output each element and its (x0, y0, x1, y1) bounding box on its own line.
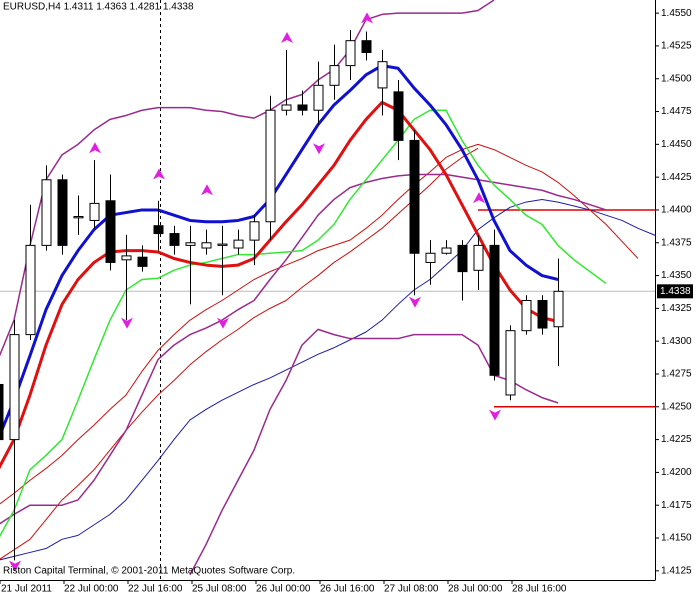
y-tick-label: 1.4225 (661, 434, 692, 445)
candle-body (89, 202, 100, 221)
candle-body (105, 200, 116, 263)
y-tick-label: 1.4450 (661, 139, 692, 150)
candle-body (9, 334, 20, 441)
y-tick-label: 1.4425 (661, 172, 692, 183)
candle-body (201, 242, 212, 249)
indicator-line (189, 328, 559, 576)
x-tick-label: 22 Jul 16:00 (128, 584, 183, 595)
fractal-down (313, 143, 325, 155)
x-tick-label: 25 Jul 08:00 (192, 584, 247, 595)
candle-body (57, 179, 68, 246)
indicator-line (0, 143, 639, 505)
fractal-up (281, 32, 293, 44)
last-price-box (657, 284, 693, 299)
y-tick-label: 1.4175 (661, 500, 692, 511)
indicator-line (0, 0, 495, 357)
candle-body (153, 225, 164, 235)
candle-body (553, 290, 564, 328)
x-tick-label: 28 Jul 00:00 (448, 584, 503, 595)
y-tick-label: 1.4200 (661, 467, 692, 478)
indicator-line (0, 198, 655, 561)
y-tick-label: 1.4275 (661, 369, 692, 380)
plot-area (0, 0, 655, 576)
candle-body (265, 109, 276, 223)
candle-body (473, 244, 484, 271)
y-tick-label: 1.4150 (661, 533, 692, 544)
copyright: Riston Capital Terminal, © 2001-2011 Met… (3, 566, 295, 577)
candle-body (425, 252, 436, 263)
x-tick-label: 22 Jul 00:00 (64, 584, 119, 595)
y-tick-label: 1.4375 (661, 237, 692, 248)
y-tick-label: 1.4250 (661, 401, 692, 412)
fractal-down (121, 317, 133, 329)
candle-body (489, 244, 500, 376)
candle-body (137, 256, 148, 267)
fractal-down (409, 296, 421, 308)
y-tick-label: 1.4325 (661, 303, 692, 314)
fractal-up (89, 142, 101, 154)
candle-body (297, 104, 308, 111)
fractal-up (361, 12, 373, 24)
indicator-line (0, 147, 479, 560)
y-tick-label: 1.4125 (661, 565, 692, 576)
candle-body (73, 216, 84, 219)
x-tick-label: 27 Jul 08:00 (384, 584, 439, 595)
last-price-label: 1.4338 (660, 286, 691, 297)
x-tick-label: 21 Jul 2011 (1, 584, 52, 595)
fractal-down (9, 560, 21, 572)
indicator-line (0, 109, 607, 538)
candle-body (0, 383, 4, 441)
chart-title: EURUSD,H4 1.4311 1.4363 1.4281 1.4338 (3, 2, 194, 13)
candle-body (41, 179, 52, 246)
fractal-down (489, 409, 501, 421)
candle-body (233, 239, 244, 249)
candle-body (457, 244, 468, 273)
candle-body (537, 299, 548, 329)
y-tick-label: 1.4500 (661, 73, 692, 84)
y-tick-label: 1.4475 (661, 106, 692, 117)
indicator-line (0, 173, 607, 525)
candle-body (25, 244, 36, 336)
indicator-line (0, 64, 559, 439)
fractal-up (153, 168, 165, 180)
x-tick-label: 26 Jul 00:00 (256, 584, 311, 595)
y-tick-label: 1.4400 (661, 205, 692, 216)
fractal-down (217, 317, 229, 329)
candle-body (169, 233, 180, 246)
candle-body (329, 65, 340, 86)
candle-body (521, 299, 532, 332)
indicator-line (0, 100, 559, 470)
y-tick-label: 1.4550 (661, 8, 692, 19)
y-tick-label: 1.4300 (661, 336, 692, 347)
candle-body (281, 104, 292, 111)
x-tick-label: 26 Jul 16:00 (320, 584, 375, 595)
candle-body (121, 255, 132, 261)
candle-body (409, 139, 420, 254)
candle-body (393, 91, 404, 141)
fractal-up (201, 184, 213, 196)
candle-body (377, 61, 388, 89)
fractal-up (473, 192, 485, 204)
candle-body (185, 242, 196, 246)
x-tick-label: 28 Jul 16:00 (512, 584, 567, 595)
y-tick-label: 1.4525 (661, 41, 692, 52)
candle-body (441, 247, 452, 254)
candle-body (217, 243, 228, 246)
candle-body (505, 330, 516, 396)
candle-body (361, 40, 372, 53)
candle-body (313, 84, 324, 111)
candle-body (249, 221, 260, 241)
y-tick-label: 1.4350 (661, 270, 692, 281)
candle-body (345, 40, 356, 67)
